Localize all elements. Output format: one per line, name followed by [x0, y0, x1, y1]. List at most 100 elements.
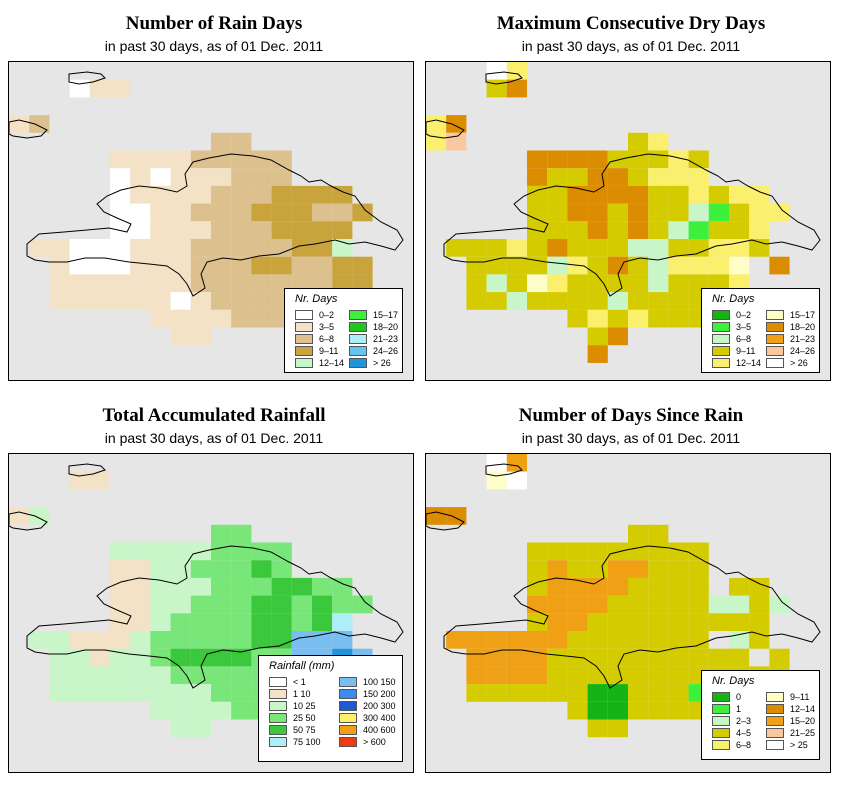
grid-cell [130, 631, 151, 649]
grid-cell [607, 292, 628, 310]
grid-cell [567, 666, 588, 685]
grid-cell [150, 274, 171, 293]
legend-label: 25 50 [293, 712, 316, 723]
legend-swatch [712, 309, 730, 320]
legend-swatch [269, 736, 287, 747]
coastline-tortuga [485, 71, 523, 85]
grid-cell [688, 577, 709, 596]
grid-cell [567, 613, 588, 631]
grid-cell [708, 274, 729, 293]
grid-cell [466, 631, 487, 649]
grid-cell [231, 560, 252, 578]
grid-cell [628, 150, 649, 169]
legend-swatch [295, 333, 313, 344]
panel-title: Maximum Consecutive Dry Days [496, 13, 766, 34]
grid-cell [190, 150, 211, 169]
grid-cell [49, 631, 70, 649]
legend-label: > 600 [363, 736, 386, 747]
grid-cell [49, 684, 70, 702]
grid-cell [332, 613, 353, 631]
grid-cell [547, 150, 568, 169]
legend-swatch [766, 739, 784, 750]
grid-cell [130, 185, 151, 204]
grid-cell [170, 684, 191, 702]
grid-cell [587, 221, 608, 239]
grid-cell [688, 239, 709, 257]
grid-cell [271, 256, 292, 275]
grid-cell [170, 595, 191, 614]
grid-cell [648, 648, 669, 667]
grid-cell [271, 203, 292, 222]
legend-label: 21–23 [373, 333, 399, 344]
panel-title: Number of Days Since Rain [518, 405, 744, 426]
grid-cell [231, 684, 252, 702]
coastline-hispaniola [26, 545, 404, 689]
legend-item: 6–8 [295, 333, 334, 344]
grid-cell [648, 274, 669, 293]
legend-label: 15–17 [373, 309, 399, 320]
grid-cell [231, 613, 252, 631]
grid-cell [587, 309, 608, 328]
grid-cell [190, 274, 211, 293]
legend-label: 3–5 [319, 321, 335, 332]
grid-cell [89, 239, 110, 257]
grid-cell [607, 327, 628, 346]
legend-item: 300 400 [339, 712, 396, 723]
grid-cell [607, 648, 628, 667]
legend-swatch [766, 715, 784, 726]
legend-item: 12–14 [712, 357, 761, 368]
grid-cell [170, 577, 191, 596]
grid-cell [352, 256, 373, 275]
grid-cell [547, 577, 568, 596]
legend-swatch [712, 345, 730, 356]
grid-cell [648, 560, 669, 578]
grid-cell [749, 577, 770, 596]
legend-swatch [712, 333, 730, 344]
grid-cell [211, 239, 232, 257]
grid-cell [332, 256, 353, 275]
legend-item: 6–8 [712, 333, 751, 344]
grid-cell [291, 203, 312, 222]
legend-swatch [766, 691, 784, 702]
grid-cell [628, 666, 649, 685]
grid-cell [231, 132, 252, 151]
legend-label: 0–2 [736, 309, 752, 320]
coastline-hispaniola [26, 153, 404, 297]
grid-cell [547, 631, 568, 649]
legend-item: 10 25 [269, 700, 316, 711]
grid-cell [648, 577, 669, 596]
grid-cell [668, 274, 689, 293]
grid-cell [648, 666, 669, 685]
grid-cell [231, 542, 252, 561]
grid-cell [271, 560, 292, 578]
coastline-hispaniola [443, 153, 821, 297]
grid-cell [69, 631, 90, 649]
legend-item: 18–20 [349, 321, 398, 332]
grid-cell [190, 168, 211, 186]
grid-cell [130, 666, 151, 685]
grid-cell [607, 309, 628, 328]
grid-cell [251, 560, 272, 578]
legend-swatch [712, 357, 730, 368]
grid-cell [190, 239, 211, 257]
grid-cell [130, 292, 151, 310]
grid-cell [628, 631, 649, 649]
grid-cell [251, 631, 272, 649]
grid-cell [211, 309, 232, 328]
legend-item: 200 300 [339, 700, 396, 711]
legend-title: Rainfall (mm) [269, 660, 335, 672]
grid-cell [170, 631, 191, 649]
grid-cell [271, 221, 292, 239]
grid-cell [567, 595, 588, 614]
grid-cell [749, 203, 770, 222]
grid-cell [628, 239, 649, 257]
grid-cell [150, 203, 171, 222]
grid-cell [49, 666, 70, 685]
legend-label: 12–14 [736, 357, 762, 368]
grid-cell [69, 471, 90, 490]
grid-cell [89, 631, 110, 649]
grid-cell [291, 239, 312, 257]
legend-label: 400 600 [363, 724, 396, 735]
legend-item: 0–2 [295, 309, 334, 320]
